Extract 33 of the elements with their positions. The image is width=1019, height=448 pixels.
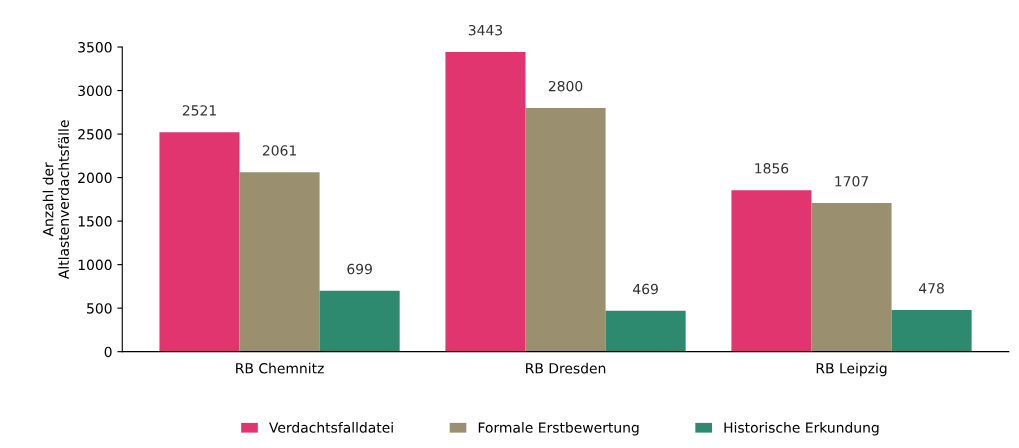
y-tick-label: 0 (104, 346, 112, 358)
bar (811, 203, 892, 352)
data-label: 1707 (835, 176, 869, 187)
data-label: 3443 (468, 24, 503, 36)
bar (159, 132, 240, 352)
legend-label: Formale Erstbewertung (478, 422, 639, 436)
y-tick-label: 1500 (78, 216, 112, 227)
data-label: 478 (919, 282, 944, 294)
data-label: 2521 (182, 105, 216, 116)
y-tick-label: 3000 (78, 85, 112, 97)
bar (605, 310, 686, 352)
y-axis-title: Anzahl der Altlastenverdachtsfälle (42, 120, 69, 280)
bar (319, 290, 400, 352)
y-tick-label: 1000 (78, 259, 112, 271)
bar (891, 310, 972, 352)
data-label: 469 (633, 283, 658, 295)
x-tick-label: RB Chemnitz (236, 362, 324, 374)
bar (525, 107, 606, 352)
data-label: 699 (347, 263, 372, 275)
data-label: 2800 (548, 80, 583, 92)
y-tick-label: 2500 (78, 129, 112, 140)
x-tick-label: RB Dresden (526, 362, 606, 374)
bar (239, 172, 320, 352)
data-label: 1856 (755, 163, 789, 174)
y-tick-label: 2000 (78, 172, 112, 184)
bar (731, 190, 812, 352)
legend-label: Verdachtsfalldatei (269, 422, 393, 433)
y-tick-label: 500 (87, 303, 112, 314)
y-tick-label: 3500 (78, 42, 112, 53)
data-label: 2061 (262, 145, 296, 156)
legend-label: Historische Erkundung (724, 422, 879, 436)
x-tick-label: RB Leipzig (816, 362, 887, 377)
bar (445, 52, 526, 352)
